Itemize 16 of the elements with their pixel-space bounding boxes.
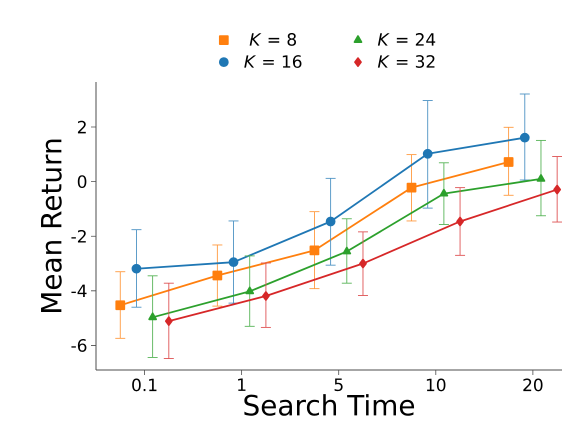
x-tick-label: 10 [426,378,446,392]
x-tick-label: 5 [334,378,343,392]
y-tick-label: -2 [71,230,86,243]
y-tick-label: 0 [78,175,86,188]
legend-label: K = 24 [378,33,436,46]
x-axis-title: Search Time [244,394,414,416]
x-tick-label: 1 [238,378,246,391]
y-tick-label: 2 [78,120,86,134]
legend-label: K = 8 [250,33,296,46]
y-tick-label: -4 [71,284,87,298]
y-tick-label: -6 [71,339,86,352]
legend-label: K = 16 [244,55,302,68]
legend-label: K = 32 [378,55,434,68]
y-axis-title: Mean Return [41,140,62,312]
x-tick-label: 0.1 [132,378,156,392]
x-tick-label: 20 [523,378,543,392]
